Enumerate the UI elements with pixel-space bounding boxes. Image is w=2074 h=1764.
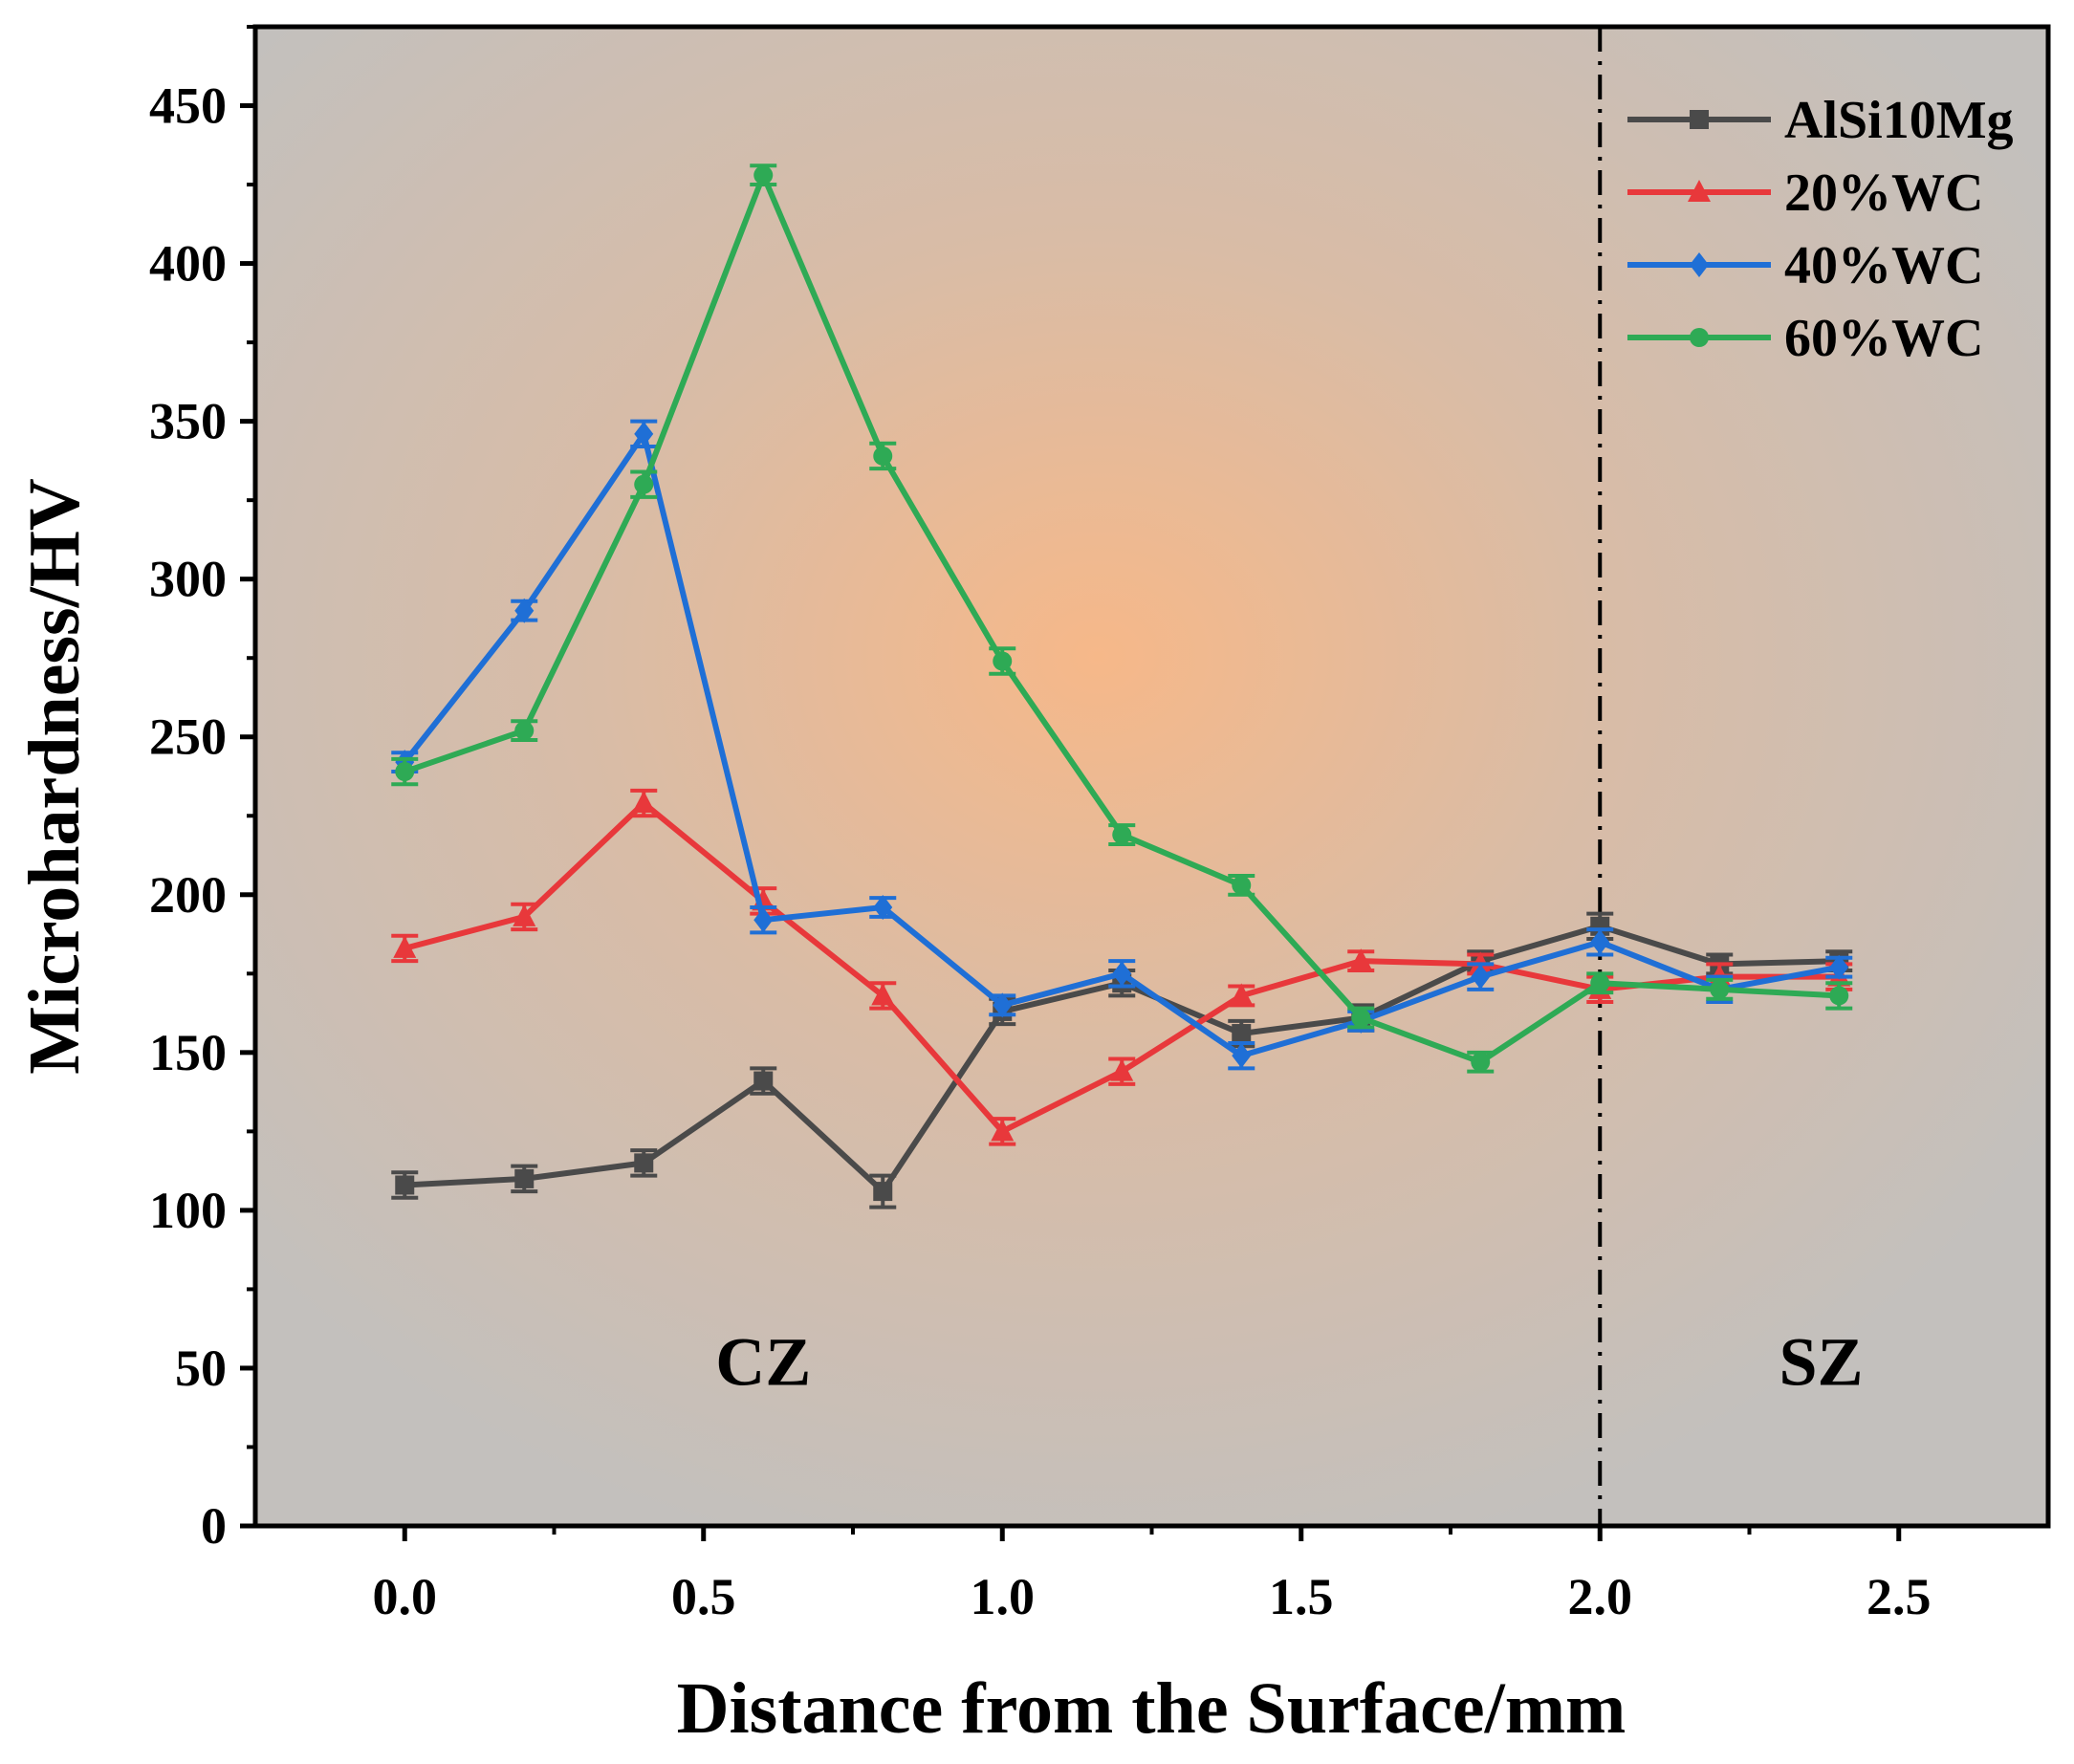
data-point [634, 1153, 654, 1173]
y-tick-label: 350 [149, 393, 227, 450]
zone-label-sz: SZ [1779, 1323, 1863, 1400]
legend-marker-40pctwc [1690, 252, 1709, 277]
legend-label-40pctwc: 40%WC [1784, 236, 1983, 295]
data-point [634, 421, 654, 446]
data-point [1112, 961, 1132, 987]
data-point [1232, 1043, 1252, 1069]
legend: AlSi10Mg 20%WC 40%WC 60%WC [1627, 91, 2014, 368]
x-tick-label: 0.0 [373, 1568, 438, 1625]
data-point [1232, 1024, 1252, 1044]
data-point [1590, 973, 1610, 993]
data-point [753, 165, 774, 185]
data-point [1710, 979, 1730, 999]
plot-background [255, 27, 2048, 1526]
y-tick-label: 50 [175, 1339, 227, 1397]
data-point [514, 598, 535, 623]
x-tick-label: 1.5 [1269, 1568, 1334, 1625]
data-point [632, 791, 656, 814]
x-axis-title: Distance from the Surface/mm [677, 1668, 1626, 1749]
data-point [1349, 948, 1373, 971]
data-point [873, 894, 893, 920]
x-tick-label: 2.0 [1568, 1568, 1633, 1625]
legend-label-60pctwc: 60%WC [1784, 309, 1983, 368]
data-point [1112, 825, 1132, 845]
y-axis-title: Microhardness/HV [14, 478, 95, 1075]
data-point [991, 1119, 1015, 1142]
data-point [634, 474, 654, 494]
data-point [1471, 964, 1491, 990]
series-60pctwc [391, 163, 1853, 1074]
y-tick-label: 200 [149, 866, 227, 924]
data-point [514, 1168, 535, 1188]
y-tick-label: 250 [149, 708, 227, 766]
y-tick-label: 400 [149, 235, 227, 293]
data-point [1351, 1008, 1371, 1028]
data-point [1232, 875, 1252, 895]
x-tick-label: 2.5 [1867, 1568, 1932, 1625]
legend-marker-60pctwc [1690, 328, 1709, 347]
x-tick-label: 0.5 [671, 1568, 736, 1625]
legend-marker-20pctwc [1688, 180, 1711, 202]
data-point [1590, 929, 1610, 955]
y-tick-label: 300 [149, 551, 227, 608]
data-point [1829, 986, 1849, 1006]
data-point [873, 446, 893, 466]
data-point [514, 721, 535, 741]
legend-marker-alsi10mg [1690, 110, 1709, 129]
data-point [1110, 1058, 1134, 1081]
x-tick-label: 1.0 [971, 1568, 1036, 1625]
data-point [873, 1182, 893, 1202]
y-tick-label: 450 [149, 77, 227, 135]
data-point [993, 992, 1013, 1018]
data-point [753, 1071, 774, 1091]
data-point [1829, 954, 1849, 980]
y-tick-label: 100 [149, 1182, 227, 1239]
zone-label-cz: CZ [715, 1323, 811, 1400]
legend-label-alsi10mg: AlSi10Mg [1784, 91, 2014, 150]
data-point [393, 935, 417, 958]
data-point [1230, 983, 1254, 1006]
data-point [395, 1175, 415, 1195]
data-point [513, 904, 536, 926]
y-tick-label: 0 [201, 1497, 227, 1555]
data-point [1471, 1052, 1491, 1072]
legend-label-20pctwc: 20%WC [1784, 163, 1983, 223]
data-point [871, 983, 895, 1006]
data-point [395, 762, 415, 782]
data-point [993, 651, 1013, 671]
data-point [753, 907, 774, 933]
y-tick-label: 150 [149, 1024, 227, 1081]
